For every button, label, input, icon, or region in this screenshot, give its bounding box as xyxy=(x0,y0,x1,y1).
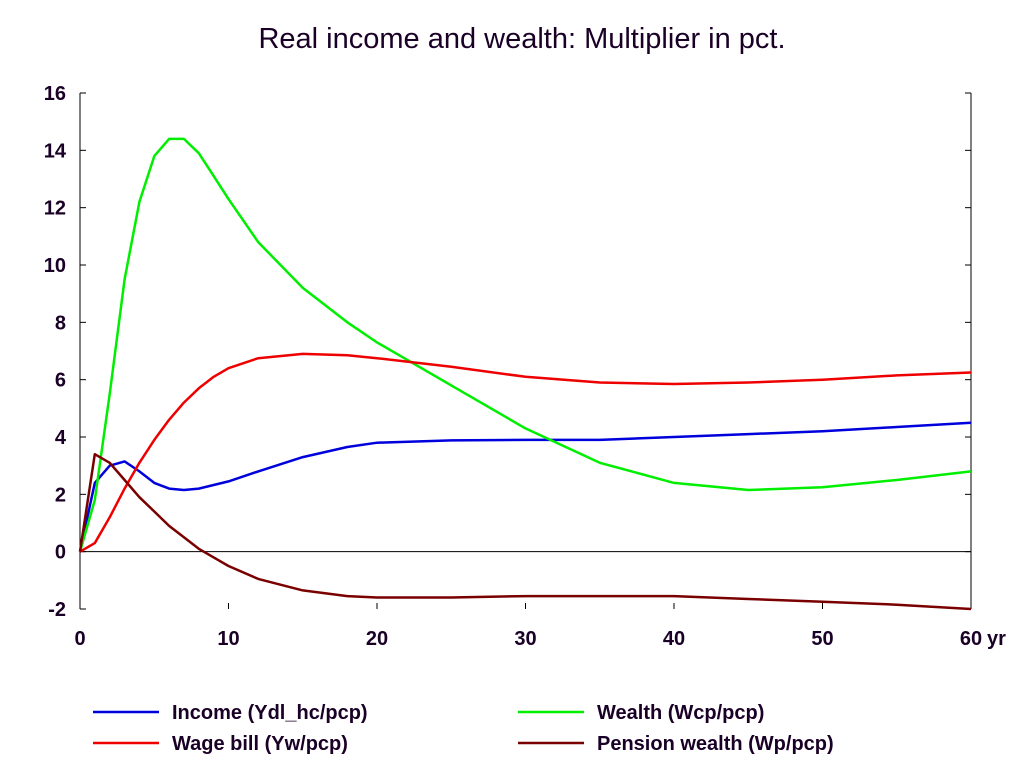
y-axis: -2 0 2 4 6 8 10 12 14 16 xyxy=(44,83,971,621)
y-tick-label: -2 xyxy=(48,599,66,621)
series-line-3 xyxy=(79,352,972,553)
x-tick-label: 50 xyxy=(811,628,833,650)
legend-label: Wealth (Wcp/pcp) xyxy=(597,702,764,724)
series-line-1 xyxy=(78,421,972,552)
x-tick-label: 20 xyxy=(366,628,388,650)
y-tick-label: 14 xyxy=(44,140,67,162)
y-tick-label: 8 xyxy=(55,312,66,334)
series-line-4 xyxy=(78,452,972,611)
legend-label: Pension wealth (Wp/pcp) xyxy=(597,733,834,755)
x-tick-label: 60 xyxy=(960,628,982,650)
plot-area xyxy=(79,93,972,609)
series-line-2 xyxy=(78,137,972,553)
y-tick-label: 16 xyxy=(44,83,66,105)
x-tick-label: 40 xyxy=(663,628,685,650)
y-tick-label: 4 xyxy=(55,427,67,449)
x-axis: 0 10 20 30 40 50 60 yr xyxy=(74,603,1006,650)
x-unit-label: yr xyxy=(987,628,1006,650)
chart-title: Real income and wealth: Multiplier in pc… xyxy=(258,23,785,55)
x-tick-label: 10 xyxy=(217,628,239,650)
series-lines xyxy=(78,137,972,611)
y-tick-label: 6 xyxy=(55,370,66,392)
legend-label: Wage bill (Yw/pcp) xyxy=(172,733,348,755)
y-tick-label: 0 xyxy=(55,542,66,564)
y-tick-label: 12 xyxy=(44,198,66,220)
legend: Income (Ydl_hc/pcp) Wealth (Wcp/pcp) Wage … xyxy=(93,702,834,755)
x-tick-label: 30 xyxy=(514,628,536,650)
legend-label: Income (Ydl_hc/pcp) xyxy=(172,702,368,724)
x-tick-label: 0 xyxy=(74,628,85,650)
y-tick-label: 10 xyxy=(44,255,66,277)
y-tick-label: 2 xyxy=(55,484,66,506)
